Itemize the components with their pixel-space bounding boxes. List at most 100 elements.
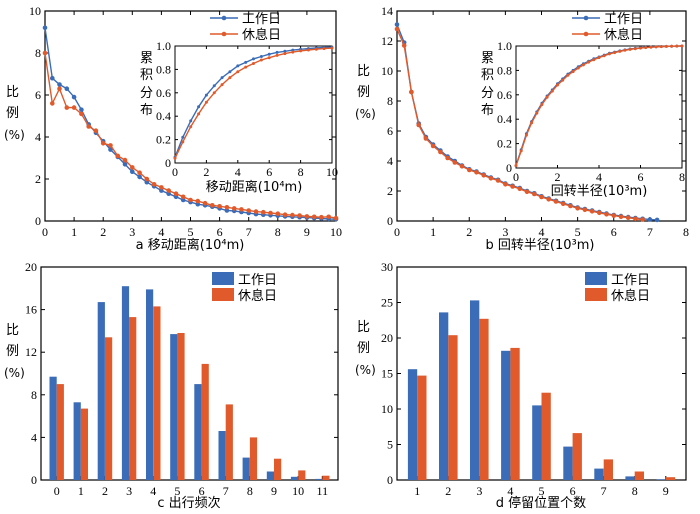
- data-point-restday: [283, 52, 287, 56]
- x-tick-label: 10: [292, 484, 304, 498]
- data-point-workday: [42, 25, 48, 31]
- data-point-restday: [519, 149, 523, 153]
- data-point-restday: [582, 207, 588, 213]
- x-tick-label: 6: [611, 225, 617, 239]
- legend-workday-swatch: [212, 272, 234, 285]
- bar-restday: [177, 333, 185, 480]
- panel-b-inset-frame: [515, 45, 683, 169]
- data-point-restday: [322, 47, 326, 51]
- y-tick-label: 4: [387, 154, 393, 168]
- data-point-workday: [137, 174, 142, 180]
- bar-restday: [541, 392, 551, 480]
- bar-workday: [290, 476, 299, 480]
- bar-restday: [298, 470, 306, 480]
- y-tick-label: 25: [381, 296, 393, 310]
- data-point-restday: [326, 214, 332, 220]
- panel-a-inset: 0 2 4 6 8 10 0 0.2 0.4 0.6 0.8 1.0 累 积 分 布 移动距离(10⁴…: [140, 39, 338, 195]
- x-tick-label: 5: [188, 225, 194, 239]
- bar-workday: [315, 478, 323, 480]
- data-point-restday: [259, 58, 263, 62]
- data-point-restday: [566, 73, 570, 77]
- panel-b-inset-ylabel-4: 布: [481, 103, 494, 118]
- data-point-restday: [589, 209, 595, 214]
- data-point-restday: [633, 47, 637, 51]
- data-point-restday: [628, 47, 632, 51]
- bar-workday: [594, 468, 604, 480]
- data-point-restday: [488, 176, 494, 181]
- panel-d-ylabel-1: 比: [357, 320, 370, 335]
- x-tick-label: 4: [158, 225, 164, 239]
- data-point-workday: [259, 55, 263, 58]
- data-point-restday: [236, 70, 240, 74]
- x-tick-label: 3: [126, 484, 132, 498]
- data-point-restday: [394, 26, 400, 32]
- x-tick-label: 6: [570, 484, 576, 498]
- data-point-restday: [649, 45, 653, 49]
- legend-restday-label: 休息日: [238, 288, 277, 304]
- data-point-restday: [86, 124, 91, 129]
- panel-b-series: [394, 22, 660, 223]
- data-point-restday: [467, 167, 472, 173]
- x-tick-label: 8: [632, 484, 638, 498]
- y-tick-label: 4: [35, 130, 41, 144]
- data-point-workday: [228, 70, 232, 74]
- data-point-restday: [267, 56, 271, 60]
- data-point-restday: [659, 45, 663, 49]
- bar-restday: [56, 384, 64, 480]
- data-point-restday: [416, 122, 422, 128]
- bar-restday: [417, 375, 427, 480]
- data-point-restday: [217, 204, 222, 209]
- x-tick-label: 3: [502, 225, 508, 239]
- x-tick-label: 5: [174, 484, 180, 498]
- data-point-workday: [267, 52, 271, 56]
- data-point-workday: [144, 179, 150, 185]
- data-point-restday: [524, 133, 528, 137]
- y-tick-label: 5: [387, 438, 393, 452]
- legend-workday-marker: [221, 15, 227, 21]
- data-point-restday: [568, 203, 573, 209]
- panel-d-bar-chart: 0 5 10 15 20 25 30 1 2 3 4 5 6 7 8 9 比 例 (%) d 停留位置个数 工…: [355, 260, 687, 511]
- data-point-restday: [604, 212, 609, 217]
- panel-b-inset-ticks: 0 2 4 6 8 0 0.2 0.4 0.6 0.8 1.0: [497, 39, 685, 184]
- data-point-restday: [654, 45, 658, 49]
- panel-c-legend: 工作日 休息日: [212, 272, 277, 304]
- panel-a-ylabel-2: 例: [6, 106, 19, 121]
- data-point-restday: [314, 47, 318, 51]
- x-tick-label: 0: [172, 165, 178, 179]
- data-point-restday: [189, 125, 193, 129]
- data-point-restday: [306, 48, 310, 52]
- data-point-restday: [587, 60, 591, 64]
- data-point-restday: [181, 140, 185, 144]
- data-point-restday: [611, 213, 617, 218]
- x-tick-label: 5: [539, 484, 545, 498]
- bar-workday: [563, 446, 573, 480]
- x-tick-label: 4: [507, 484, 513, 498]
- legend-restday-marker: [583, 31, 589, 37]
- data-point-restday: [571, 70, 575, 74]
- panel-a-line-chart: 0 1 2 3 4 5 6 7 8 9 10 0 2 4 6 8 10 比 例 (%) a 移动距离(10⁴m)…: [4, 4, 342, 253]
- data-point-restday: [514, 164, 518, 168]
- bar-workday: [242, 457, 250, 480]
- data-point-restday: [220, 83, 224, 87]
- data-point-restday: [319, 214, 324, 220]
- panel-a-inset-ylabel-1: 累: [140, 51, 153, 66]
- data-point-restday: [122, 157, 128, 163]
- data-point-restday: [115, 153, 121, 159]
- data-point-restday: [575, 206, 580, 211]
- y-tick-label: 30: [381, 260, 393, 274]
- x-tick-label: 6: [266, 165, 272, 179]
- x-tick-label: 9: [663, 484, 669, 498]
- data-point-workday: [130, 169, 135, 174]
- legend-workday-label: 工作日: [238, 273, 277, 288]
- panel-d-ticks: 0 5 10 15 20 25 30 1 2 3 4 5 6 7 8 9: [381, 260, 686, 498]
- data-point-workday: [204, 93, 208, 97]
- y-tick-label: 4: [31, 430, 37, 444]
- data-point-workday: [647, 217, 653, 222]
- data-point-restday: [253, 209, 259, 214]
- panel-b-ylabel-3: (%): [355, 107, 376, 121]
- data-point-restday: [481, 173, 487, 178]
- x-tick-label: 8: [683, 225, 689, 239]
- x-tick-label: 10: [330, 225, 342, 239]
